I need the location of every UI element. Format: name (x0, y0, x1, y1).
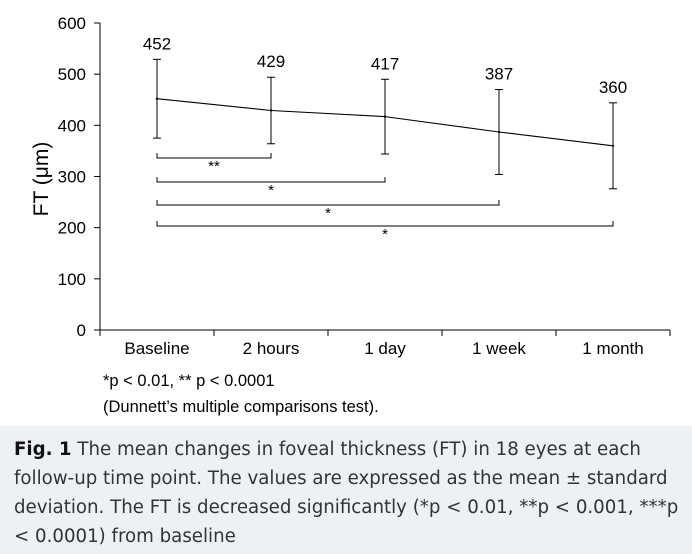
significance-bracket (156, 177, 386, 183)
y-tick-label: 300 (58, 168, 86, 187)
significance-bracket (156, 200, 500, 206)
y-tick-label: 200 (58, 219, 86, 238)
y-axis-label: FT (μm) (30, 142, 53, 217)
data-label: 360 (599, 78, 627, 97)
data-label: 417 (371, 54, 399, 73)
data-label: 429 (257, 52, 285, 71)
line-chart: 0 100 200 300 400 500 600 Baseline 2 hours 1 day 1… (30, 14, 671, 358)
x-tick-label: 1 month (582, 339, 643, 358)
data-labels: 452 429 417 387 360 (143, 34, 627, 96)
significance-marker: * (382, 226, 388, 243)
significance-marker: * (325, 205, 331, 222)
y-tick-label: 400 (58, 116, 86, 135)
y-tick-label: 0 (77, 321, 86, 340)
x-tick-label: 2 hours (243, 339, 300, 358)
chart-axes: 0 100 200 300 400 500 600 Baseline 2 hours 1 day 1… (58, 14, 671, 358)
data-point (383, 115, 387, 118)
x-tick-label: Baseline (124, 339, 189, 358)
error-bars (153, 58, 617, 190)
data-label: 452 (143, 34, 171, 53)
significance-brackets: ***** (156, 153, 614, 243)
y-tick-label: 100 (58, 270, 86, 289)
footnote-test: (Dunnett’s multiple comparisons test). (103, 398, 379, 416)
x-tick-label: 1 week (472, 339, 526, 358)
y-tick-label: 500 (58, 65, 86, 84)
significance-bracket (156, 153, 272, 159)
data-point (155, 97, 159, 100)
x-tick-label: 1 day (364, 339, 406, 358)
y-tick-label: 600 (58, 14, 86, 33)
figure-caption-text: The mean changes in foveal thickness (FT… (14, 439, 679, 547)
figure-caption-box: Fig. 1 The mean changes in foveal thickn… (0, 426, 692, 554)
significance-marker: * (268, 182, 274, 199)
figure-label: Fig. 1 (14, 439, 72, 460)
data-point (497, 130, 501, 134)
significance-bracket (156, 221, 614, 227)
data-point (611, 144, 615, 147)
figure-caption: Fig. 1 The mean changes in foveal thickn… (14, 435, 686, 551)
significance-marker: ** (208, 158, 220, 175)
data-point (269, 109, 273, 112)
series-line (155, 97, 615, 147)
data-label: 387 (485, 65, 513, 84)
footnote-significance: *p < 0.01, ** p < 0.0001 (103, 372, 275, 390)
